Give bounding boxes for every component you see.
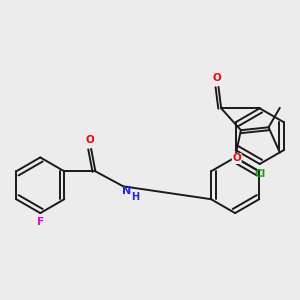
Text: N: N [122,186,131,196]
Text: O: O [212,73,221,83]
Text: H: H [131,192,139,202]
Text: F: F [37,217,44,227]
Text: O: O [86,135,94,145]
Text: Cl: Cl [254,169,266,179]
Text: O: O [232,154,241,164]
